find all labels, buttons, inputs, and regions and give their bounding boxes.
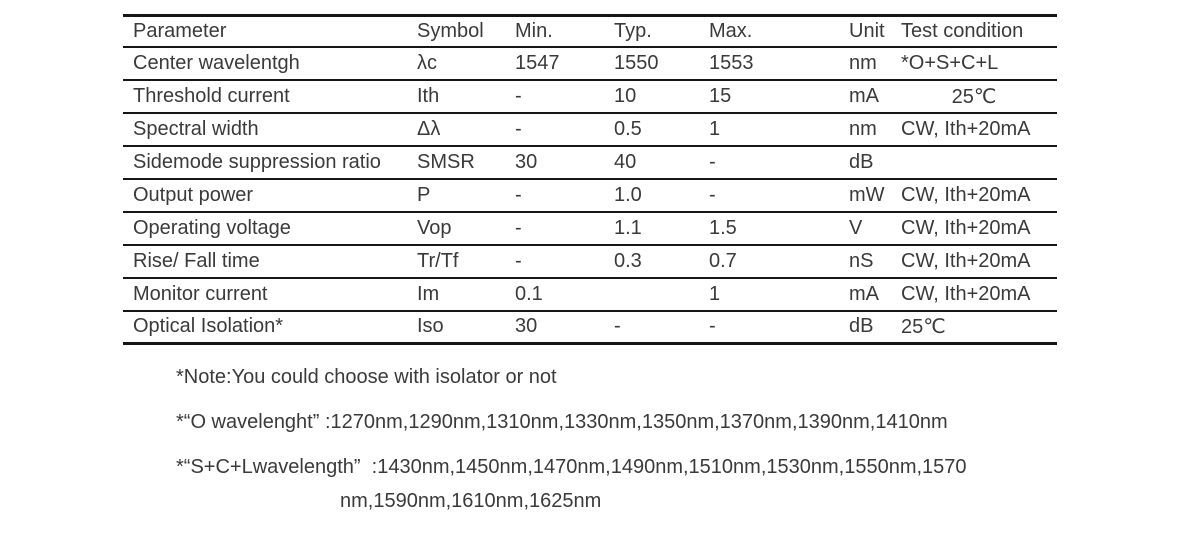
cell-symbol: λc — [417, 51, 437, 74]
cell-parameter: Rise/ Fall time — [133, 249, 260, 272]
cell-max: - — [709, 315, 716, 338]
cell-max: 1 — [709, 282, 721, 305]
cell-symbol: Tr/Tf — [417, 249, 459, 272]
cell-symbol: Im — [417, 282, 440, 305]
cell-test-condition: CW, Ith+20mA — [901, 183, 1031, 206]
cell-symbol: Ith — [417, 84, 440, 107]
table-row: Rise/ Fall time Tr/Tf - 0.3 0.7 nS CW, I… — [123, 245, 1057, 278]
cell-min: 1547 — [515, 51, 560, 74]
cell-unit: mA — [849, 84, 879, 107]
cell-unit: nS — [849, 249, 874, 272]
cell-parameter: Center wavelentgh — [133, 51, 300, 74]
cell-symbol: Δλ — [417, 117, 441, 140]
cell-typ: 1.1 — [614, 216, 642, 239]
cell-max: 1 — [709, 117, 721, 140]
cell-min: - — [515, 216, 522, 239]
header-symbol: Symbol — [417, 19, 484, 42]
cell-max: 15 — [709, 84, 732, 107]
table-row: Threshold current Ith - 10 15 mA 25℃ — [123, 80, 1057, 113]
table-row: Spectral width Δλ - 0.5 1 nm CW, Ith+20m… — [123, 113, 1057, 146]
cell-min: 30 — [515, 315, 538, 338]
cell-parameter: Sidemode suppression ratio — [133, 150, 381, 173]
note-scl-wavelength-line1: *“S+C+Lwavelength” :1430nm,1450nm,1470nm… — [176, 456, 967, 478]
cell-test-condition: CW, Ith+20mA — [901, 249, 1031, 272]
cell-parameter: Output power — [133, 183, 254, 206]
cell-parameter: Spectral width — [133, 117, 259, 140]
cell-unit: dB — [849, 150, 874, 173]
cell-max: - — [709, 150, 716, 173]
note-o-wavelength: *“O wavelenght” :1270nm,1290nm,1310nm,13… — [176, 411, 948, 433]
header-parameter: Parameter — [133, 19, 227, 42]
cell-test-condition: 25℃ — [951, 85, 997, 108]
cell-min: - — [515, 183, 522, 206]
header-unit: Unit — [849, 19, 885, 42]
table-row: Center wavelentgh λc 1547 1550 1553 nm *… — [123, 47, 1057, 80]
cell-test-condition — [891, 146, 1057, 179]
table-row: Operating voltage Vop - 1.1 1.5 V CW, It… — [123, 212, 1057, 245]
cell-symbol: SMSR — [417, 150, 475, 173]
cell-parameter: Monitor current — [133, 282, 268, 305]
cell-min: - — [515, 117, 522, 140]
cell-min: 0.1 — [515, 282, 543, 305]
cell-test-condition: CW, Ith+20mA — [901, 216, 1031, 239]
cell-parameter: Operating voltage — [133, 216, 291, 239]
spec-table: Parameter Symbol Min. Typ. Max. Unit Tes… — [123, 14, 1057, 345]
cell-symbol: Iso — [417, 315, 444, 338]
cell-parameter: Optical Isolation* — [133, 315, 284, 338]
cell-test-condition: CW, Ith+20mA — [901, 282, 1031, 305]
cell-symbol: P — [417, 183, 431, 206]
table-row: Monitor current Im 0.1 1 mA CW, Ith+20mA — [123, 278, 1057, 311]
cell-typ: - — [614, 315, 621, 338]
cell-typ: 1.0 — [614, 183, 642, 206]
cell-typ: 0.3 — [614, 249, 642, 272]
cell-unit: nm — [849, 117, 877, 140]
cell-max: 1553 — [709, 51, 754, 74]
cell-parameter: Threshold current — [133, 84, 290, 107]
header-test-condition: Test condition — [901, 19, 1024, 42]
cell-typ: 0.5 — [614, 117, 642, 140]
note-scl-wavelength-line2: nm,1590nm,1610nm,1625nm — [340, 490, 602, 512]
note-isolator: *Note:You could choose with isolator or … — [176, 366, 557, 388]
table-row: Sidemode suppression ratio SMSR 30 40 - … — [123, 146, 1057, 179]
cell-typ — [604, 278, 699, 311]
cell-test-condition: 25℃ — [901, 316, 946, 339]
cell-test-condition: CW, Ith+20mA — [901, 117, 1031, 140]
table-row: Optical Isolation* Iso 30 - - dB 25℃ — [123, 311, 1057, 344]
cell-unit: nm — [849, 51, 877, 74]
cell-max: 1.5 — [709, 216, 737, 239]
cell-typ: 10 — [614, 84, 637, 107]
table-row: Output power P - 1.0 - mW CW, Ith+20mA — [123, 179, 1057, 212]
header-typ: Typ. — [614, 19, 652, 42]
cell-typ: 40 — [614, 150, 637, 173]
cell-unit: mA — [849, 282, 879, 305]
cell-max: 0.7 — [709, 249, 737, 272]
header-max: Max. — [709, 19, 753, 42]
cell-unit: V — [849, 216, 863, 239]
cell-max: - — [709, 183, 716, 206]
cell-unit: dB — [849, 315, 874, 338]
cell-min: 30 — [515, 150, 538, 173]
cell-unit: mW — [849, 183, 885, 206]
cell-min: - — [515, 84, 522, 107]
cell-min: - — [515, 249, 522, 272]
header-min: Min. — [515, 19, 553, 42]
cell-symbol: Vop — [417, 216, 452, 239]
table-header-row: Parameter Symbol Min. Typ. Max. Unit Tes… — [123, 16, 1057, 47]
cell-typ: 1550 — [614, 51, 659, 74]
cell-test-condition: *O+S+C+L — [901, 51, 999, 74]
